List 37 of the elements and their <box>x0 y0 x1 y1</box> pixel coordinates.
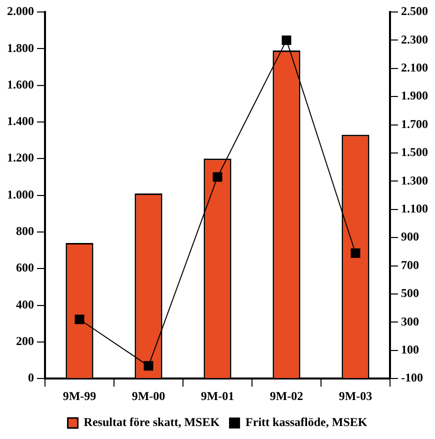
point <box>144 361 154 371</box>
y-tick-label: 0 <box>28 370 34 385</box>
y-tick-label: 2.000 <box>7 4 34 18</box>
legend-label: Resultat före skatt, MSEK <box>84 415 220 430</box>
y-tick-label: 400 <box>16 297 34 312</box>
point <box>282 35 292 45</box>
y2-tick-label: 2.100 <box>401 60 428 74</box>
legend-label: Fritt kassaflöde, MSEK <box>246 415 368 430</box>
y2-tick-label: 1.500 <box>401 145 428 160</box>
y-tick-label: 800 <box>16 224 34 238</box>
point <box>212 172 222 182</box>
point <box>74 314 84 324</box>
y-tick-label: 1.000 <box>7 187 34 202</box>
y2-tick-label: 500 <box>401 286 419 300</box>
y-tick-label: 1.200 <box>7 150 34 165</box>
x-tick-label: 9M-99 <box>62 388 96 403</box>
y-tick-label: 1.600 <box>7 77 34 92</box>
y-tick-label: 1.800 <box>7 40 34 55</box>
x-tick-label: 9M-01 <box>200 388 234 403</box>
y-tick-label: 600 <box>16 260 34 275</box>
x-tick-label: 9M-00 <box>132 388 166 403</box>
y2-tick-label: 1.700 <box>401 116 428 131</box>
y2-tick-label: 300 <box>401 314 419 328</box>
point <box>350 248 360 258</box>
y2-tick-label: 2.300 <box>401 32 428 46</box>
y2-tick-label: 2.500 <box>401 4 428 18</box>
y2-tick-label: -100 <box>401 370 423 385</box>
y-tick-label: 200 <box>16 334 34 348</box>
y-tick-label: 1.400 <box>7 114 34 128</box>
y2-tick-label: 900 <box>401 230 419 244</box>
y2-tick-label: 700 <box>401 258 419 272</box>
y2-tick-label: 100 <box>401 342 419 356</box>
y2-tick-label: 1.100 <box>401 201 428 216</box>
x-tick-label: 9M-02 <box>270 388 304 403</box>
y2-tick-label: 1.900 <box>401 88 428 103</box>
y2-tick-label: 1.300 <box>401 173 428 188</box>
x-tick-label: 9M-03 <box>338 388 372 403</box>
